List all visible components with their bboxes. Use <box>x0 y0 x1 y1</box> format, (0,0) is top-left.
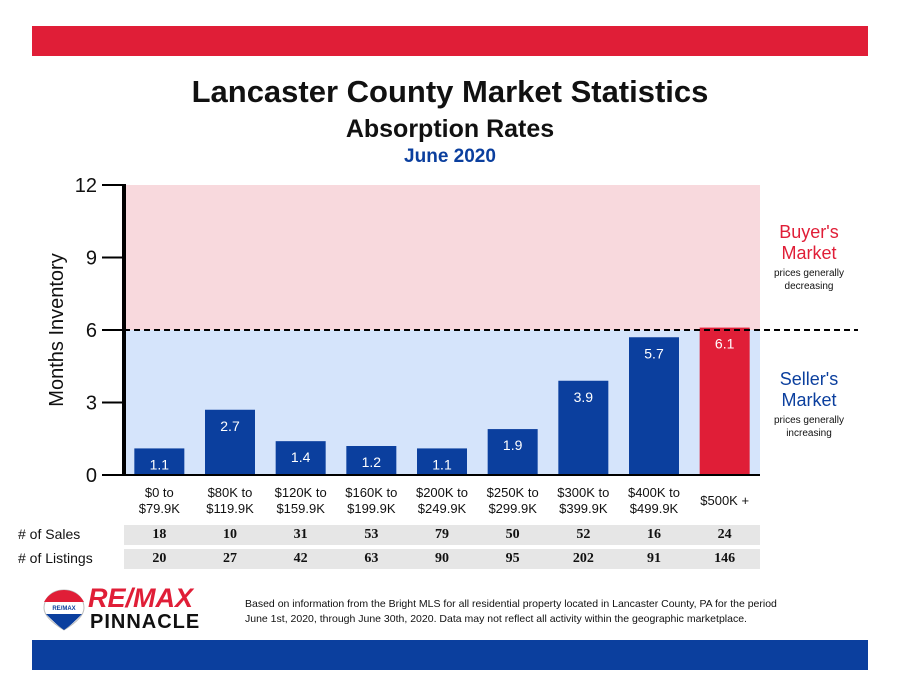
bar-value-label: 5.7 <box>644 345 664 361</box>
bar-value-label: 1.4 <box>291 449 311 465</box>
table-cell: 31 <box>293 527 308 542</box>
page-title: Lancaster County Market Statistics <box>191 74 709 109</box>
bar <box>487 429 538 475</box>
bar <box>417 448 467 475</box>
x-category-label: $200K to <box>416 485 468 500</box>
x-category-label: $399.9K <box>559 501 608 516</box>
x-category-label: $80K to <box>208 485 253 500</box>
y-axis-label: Months Inventory <box>46 253 68 406</box>
table-cell: 63 <box>364 551 379 566</box>
y-tick-label: 0 <box>86 465 97 487</box>
x-category-label: $499.9K <box>630 501 679 516</box>
footnote: Based on information from the Bright MLS… <box>245 597 865 627</box>
bar-value-label: 1.2 <box>362 454 382 470</box>
table-row <box>124 525 760 545</box>
sellers-market-title: Seller's <box>780 369 838 389</box>
top-color-band <box>32 26 868 56</box>
bar-value-label: 2.7 <box>220 418 240 434</box>
table-row <box>124 549 760 569</box>
absorption-rate-chart: 0 3 6 9 12 1.1 2.7 1.4 1.2 1.1 1.9 3.9 5.7 6.1 Month… <box>46 175 858 516</box>
y-tick-label: 6 <box>86 320 97 342</box>
buyers-market-title: Market <box>781 243 836 263</box>
buyers-market-note: prices generally <box>774 268 844 279</box>
y-tick-label: 3 <box>86 393 97 415</box>
buyers-market-title: Buyer's <box>779 222 838 242</box>
table-cell: 53 <box>364 527 379 542</box>
sellers-market-note: prices generally <box>774 415 844 426</box>
bar <box>699 327 750 475</box>
table-cell: 16 <box>646 527 661 542</box>
table-cell: 24 <box>717 527 732 542</box>
y-axis-ticks: 0 3 6 9 12 <box>75 175 124 487</box>
hot-air-balloon-icon: RE/MAX <box>43 589 85 631</box>
x-category-label: $120K to <box>275 485 327 500</box>
page-subtitle: Absorption Rates <box>345 115 555 143</box>
bar-value-label: 1.9 <box>503 437 523 453</box>
y-tick-label: 12 <box>75 175 97 197</box>
table-cell: 79 <box>434 527 449 542</box>
bar <box>134 448 185 475</box>
balloon-text: RE/MAX <box>52 606 75 612</box>
bar-value-label: 3.9 <box>574 389 594 405</box>
x-category-label: $119.9K <box>206 501 254 516</box>
buyers-market-note: decreasing <box>785 281 834 292</box>
bar <box>629 337 679 475</box>
bar <box>558 380 609 475</box>
x-category-label: $199.9K <box>347 501 396 516</box>
footnote-line-1: Based on information from the Bright MLS… <box>245 598 777 610</box>
x-category-label: $299.9K <box>488 501 537 516</box>
remax-logo: RE/MAX <box>43 589 85 631</box>
table-cell: 90 <box>434 551 449 566</box>
bar-value-label: 1.1 <box>150 456 170 472</box>
sellers-market-note: increasing <box>786 428 832 439</box>
table-row-label: # of Sales <box>18 526 81 542</box>
x-category-label: $159.9K <box>276 501 325 516</box>
brand-office: PINNACLE <box>90 611 201 633</box>
table-cell: 10 <box>222 527 237 542</box>
table-cell: 42 <box>293 551 308 566</box>
table-cell: 91 <box>646 551 661 566</box>
x-category-label: $300K to <box>557 485 609 500</box>
table-cell: 20 <box>152 551 167 566</box>
bottom-color-band <box>32 640 868 670</box>
x-category-label: $250K to <box>487 485 539 500</box>
y-tick-label: 9 <box>86 248 97 270</box>
table-cell: 50 <box>505 527 520 542</box>
footnote-line-2: June 1st, 2020, through June 30th, 2020.… <box>245 613 747 625</box>
x-category-label: $249.9K <box>418 501 467 516</box>
bar-value-label: 1.1 <box>432 456 452 472</box>
bars: 1.1 2.7 1.4 1.2 1.1 1.9 3.9 5.7 6.1 <box>134 327 750 475</box>
table-cell: 52 <box>576 527 591 542</box>
buyers-market-zone <box>124 185 760 330</box>
x-category-label: $79.9K <box>139 501 181 516</box>
bar-value-label: 6.1 <box>715 336 735 352</box>
report-period: June 2020 <box>404 146 496 167</box>
x-category-label: $500K + <box>700 493 749 508</box>
x-category-label: $0 to <box>145 485 174 500</box>
table-cell: 202 <box>572 551 594 566</box>
x-category-label: $160K to <box>345 485 397 500</box>
x-category-label: $400K to <box>628 485 680 500</box>
x-axis-categories: $0 to$79.9K $80K to$119.9K $120K to$159.9K… <box>139 485 749 516</box>
table-cell: 18 <box>152 527 167 542</box>
table-cell: 27 <box>222 551 237 566</box>
table-cell: 95 <box>505 551 520 566</box>
table-row-label: # of Listings <box>18 550 93 566</box>
bar <box>346 446 397 475</box>
brand-name: RE/MAX <box>88 583 194 613</box>
bar <box>205 409 255 475</box>
bar <box>275 441 326 475</box>
sellers-market-title: Market <box>781 390 836 410</box>
table-cell: 146 <box>714 551 736 566</box>
